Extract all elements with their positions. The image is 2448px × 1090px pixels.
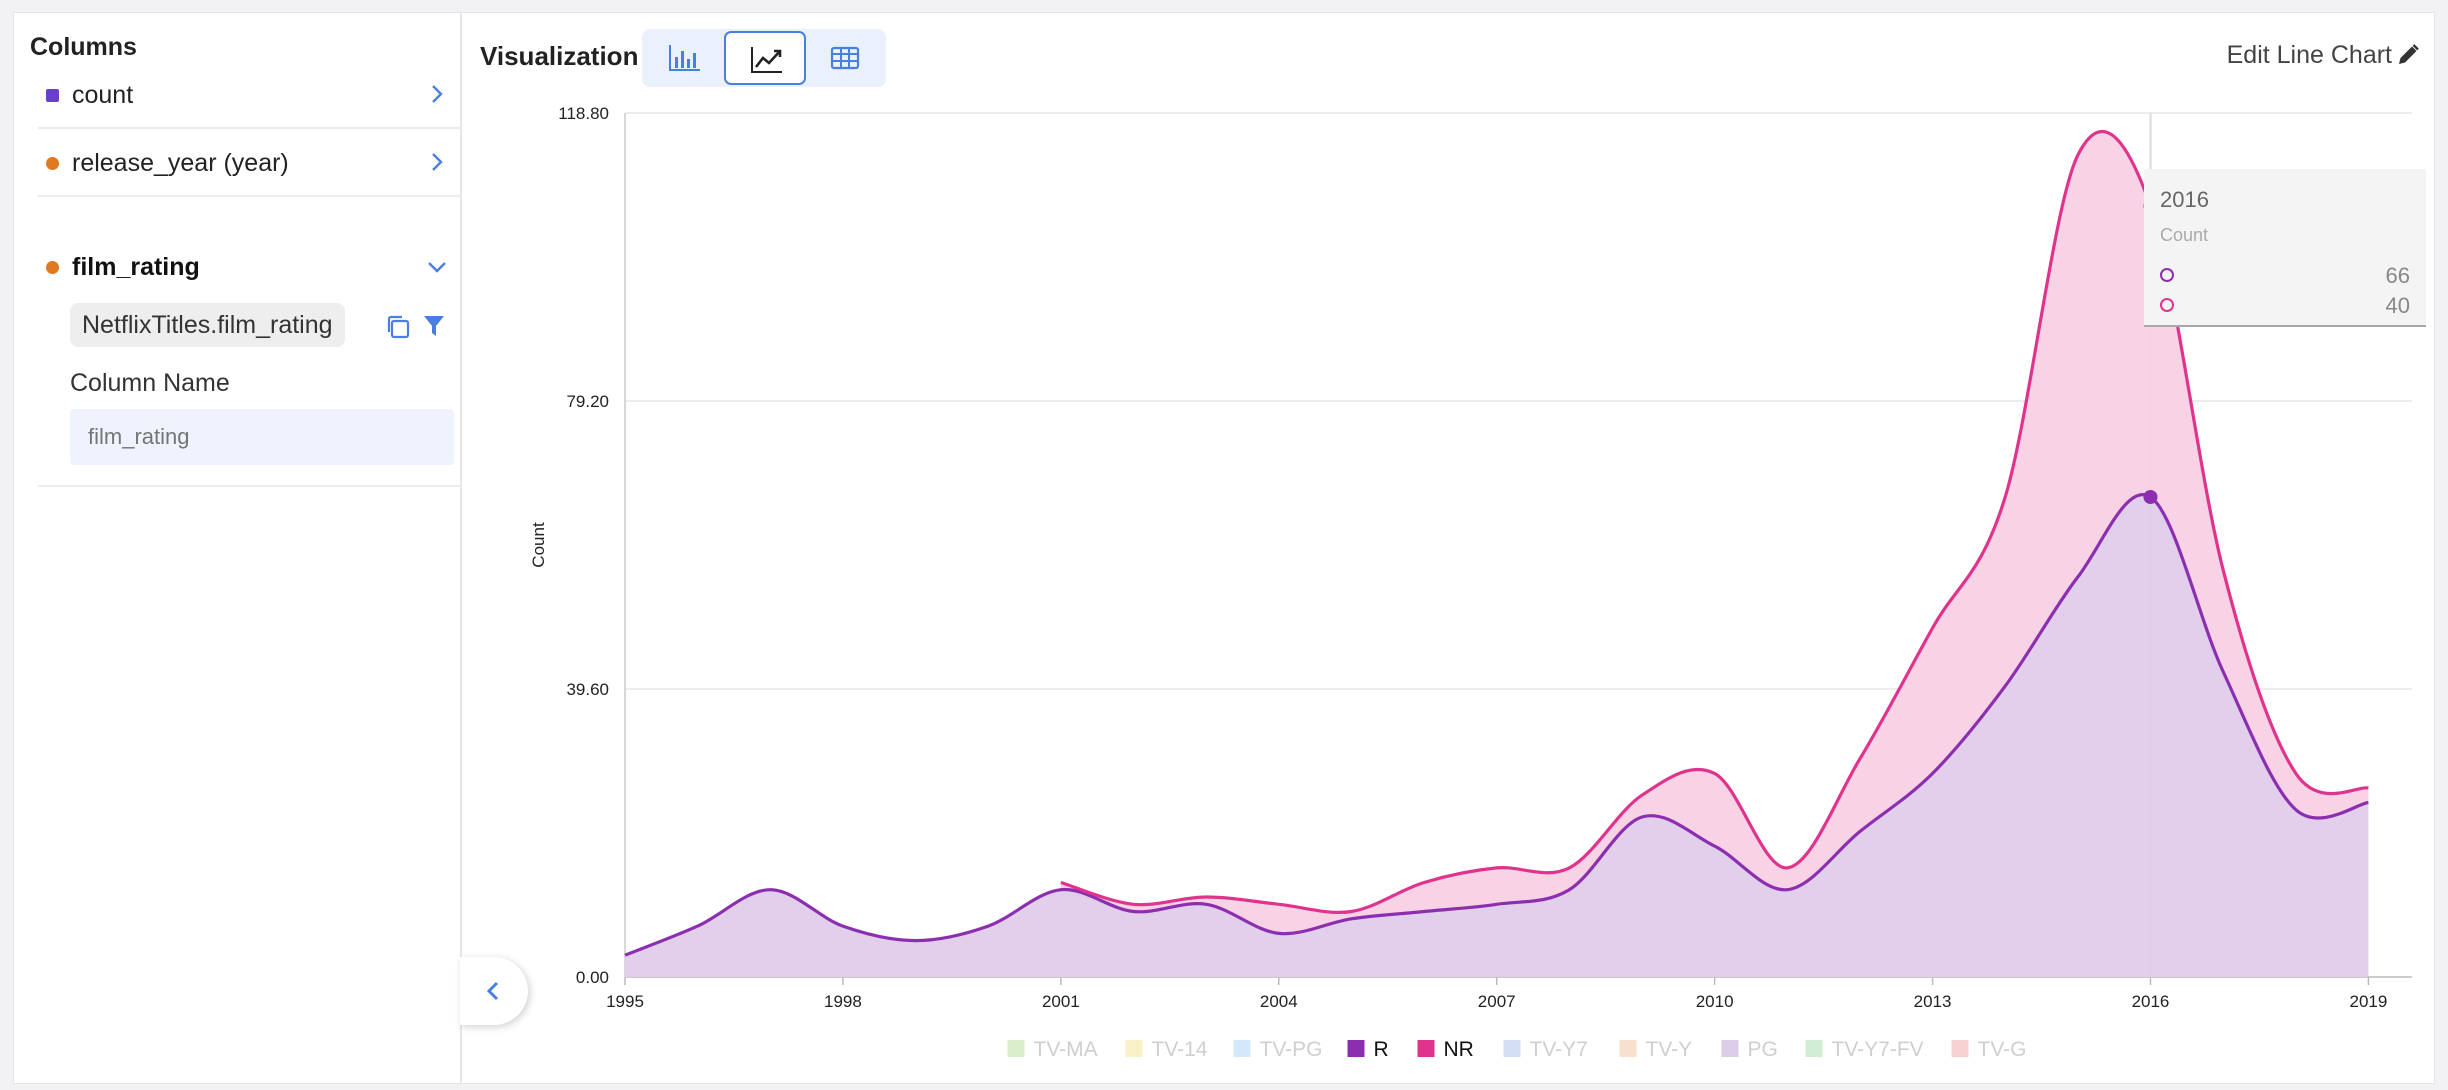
line-chart: 0.00 39.60 79.20 118.80 Count 1995 1998 2001 200… <box>529 104 2412 1061</box>
legend-swatch <box>1503 1040 1521 1057</box>
source-tag: NetflixTitles.film_rating <box>70 303 345 347</box>
bar-chart-icon <box>669 45 700 71</box>
column-item-film-rating[interactable]: film_rating NetflixTitles.film_rating Co… <box>38 231 462 487</box>
table-button[interactable] <box>804 31 886 85</box>
legend-label: PG <box>1748 1038 1778 1061</box>
legend-swatch <box>1417 1040 1435 1057</box>
tooltip-value: 40 <box>2385 293 2410 318</box>
column-item-release-year[interactable]: release_year (year) <box>38 129 462 197</box>
pencil-icon[interactable] <box>2396 43 2420 67</box>
legend-label: TV-G <box>1978 1038 2027 1061</box>
edit-line-chart-link[interactable]: Edit Line Chart <box>2226 41 2392 69</box>
column-name-label: Column Name <box>70 369 230 397</box>
dimension-dot-icon <box>46 261 59 274</box>
collapse-sidebar-button[interactable] <box>460 957 528 1025</box>
visualization-title: Visualization <box>480 41 639 71</box>
legend-swatch <box>1347 1040 1365 1057</box>
series-marker-icon <box>2160 268 2174 282</box>
legend-label: TV-Y7-FV <box>1832 1038 1924 1061</box>
series-point-r <box>2143 490 2158 504</box>
tooltip-row: 40 <box>2160 293 2410 318</box>
x-tick-label: 2016 <box>2132 992 2170 1011</box>
chevron-right-icon[interactable] <box>428 151 446 173</box>
y-tick-label: 118.80 <box>558 104 609 123</box>
x-tick-label: 2019 <box>2350 992 2388 1011</box>
column-item-count[interactable]: count <box>38 61 462 129</box>
tooltip-row: 66 <box>2160 263 2410 288</box>
x-tick-label: 2013 <box>1914 992 1952 1011</box>
tooltip-year: 2016 <box>2160 187 2209 212</box>
legend-swatch <box>1951 1040 1969 1057</box>
chevron-down-icon[interactable] <box>426 259 448 275</box>
tooltip-subtitle: Count <box>2160 225 2209 245</box>
x-tick-label: 2004 <box>1260 992 1298 1011</box>
columns-sidebar: Columns count release_year (year) film_r… <box>14 13 462 1083</box>
filter-icon[interactable] <box>422 313 446 339</box>
visualization-type-switcher <box>642 29 886 87</box>
chart-tooltip: 2016 Count 66 40 <box>2144 169 2426 327</box>
x-tick-label: 2001 <box>1042 992 1080 1011</box>
bar-chart-button[interactable] <box>644 31 726 85</box>
legend-label: TV-Y7 <box>1530 1038 1588 1061</box>
legend-swatch <box>1619 1040 1637 1057</box>
line-chart-icon <box>751 47 782 73</box>
legend-label: TV-PG <box>1260 1038 1323 1061</box>
legend-label: NR <box>1444 1038 1474 1061</box>
dimension-dot-icon <box>46 157 59 170</box>
x-tick-label: 2007 <box>1478 992 1516 1011</box>
copy-icon[interactable] <box>384 313 412 341</box>
y-tick-label: 0.00 <box>576 968 609 987</box>
line-chart-button[interactable] <box>724 31 806 85</box>
legend-swatch <box>1721 1040 1739 1057</box>
legend-swatch <box>1805 1040 1823 1057</box>
series-marker-icon <box>2160 298 2174 312</box>
legend-label: R <box>1374 1038 1389 1061</box>
series-area-r <box>625 494 2369 977</box>
legend-label: TV-14 <box>1152 1038 1208 1061</box>
legend-swatch <box>1007 1040 1025 1057</box>
chevron-left-icon <box>486 981 499 1001</box>
column-name-input[interactable] <box>70 409 454 465</box>
columns-title: Columns <box>30 33 137 61</box>
measure-square-icon <box>46 89 59 102</box>
chevron-right-icon[interactable] <box>428 83 446 105</box>
x-tick-label: 1995 <box>606 992 644 1011</box>
legend-swatch <box>1233 1040 1251 1057</box>
y-axis-label: Count <box>529 522 548 568</box>
column-label: count <box>72 81 134 109</box>
app-frame: Columns count release_year (year) film_r… <box>13 12 2435 1084</box>
series-line-nr <box>1060 130 2369 914</box>
table-icon <box>830 46 860 70</box>
y-tick-label: 79.20 <box>566 392 609 411</box>
series-area-nr <box>1060 131 2369 934</box>
x-tick-label: 2010 <box>1696 992 1734 1011</box>
tooltip-value: 66 <box>2385 263 2410 288</box>
y-tick-label: 39.60 <box>566 680 609 699</box>
legend-swatch <box>1125 1040 1143 1057</box>
legend-label: TV-MA <box>1034 1038 1098 1061</box>
legend-label: TV-Y <box>1646 1038 1693 1061</box>
column-label: film_rating <box>72 253 200 281</box>
x-tick-label: 1998 <box>824 992 862 1011</box>
series-line-r <box>624 493 2369 957</box>
column-label: release_year (year) <box>72 149 289 177</box>
